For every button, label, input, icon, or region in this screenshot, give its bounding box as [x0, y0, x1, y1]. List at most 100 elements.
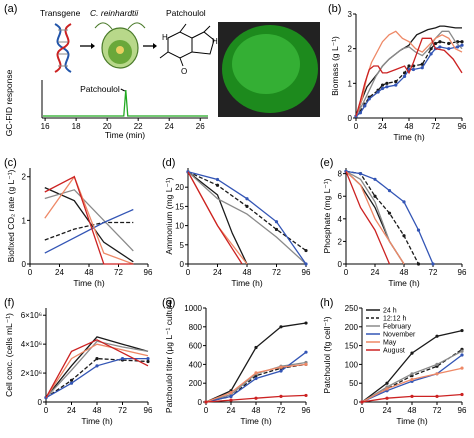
- gc-peak-arrow-icon: [120, 88, 125, 92]
- molecule-h-label-1: H: [162, 33, 168, 42]
- series-line-November: [345, 170, 434, 265]
- panel-g: (g) 0 24 48 72 96 0 200 400 600 800 1000 Time (h) Pat…: [162, 297, 311, 426]
- data-point-November: [274, 220, 279, 224]
- y-tick-label: 3: [348, 10, 353, 19]
- panel-label-b: (b): [328, 3, 341, 15]
- x-tick-label: 24: [213, 268, 222, 277]
- data-point-h1212: [420, 62, 424, 66]
- series-line-August: [44, 175, 134, 265]
- data-point-November: [358, 172, 363, 176]
- y-tick-label: 0: [338, 260, 343, 269]
- data-point-November: [429, 52, 433, 56]
- gc-x-tick-label: 22: [134, 122, 143, 131]
- y-tick-label: 1: [348, 79, 353, 88]
- data-point-h1212: [304, 248, 308, 253]
- data-point-h1212: [274, 227, 279, 232]
- data-point-November: [394, 83, 398, 87]
- data-point-May: [229, 391, 233, 395]
- data-point-August: [435, 394, 439, 398]
- legend-label-February: February: [383, 324, 412, 331]
- y-tick-label: 2×10⁶: [21, 369, 42, 378]
- legend-label-August: August: [383, 348, 405, 355]
- data-point-November: [376, 90, 380, 94]
- data-point-November: [304, 350, 308, 354]
- data-point-November: [95, 364, 99, 368]
- data-point-August: [385, 396, 389, 400]
- y-tick-label: 0: [38, 398, 43, 407]
- series-line-May: [355, 30, 463, 117]
- y-tick-label: 0: [348, 114, 353, 123]
- data-point-November: [367, 97, 371, 101]
- y-axis-label: Cell conc. (cells mL⁻¹): [4, 313, 14, 397]
- series-line-August: [355, 37, 463, 117]
- series-line-August: [345, 171, 391, 265]
- data-point-November: [402, 200, 406, 204]
- y-tick-label: 200: [189, 379, 203, 388]
- x-axis-label: Time (h): [393, 132, 424, 142]
- data-point-May: [460, 366, 464, 370]
- x-tick-label: 96: [458, 268, 467, 277]
- molecule-o-label: O: [181, 67, 187, 76]
- panel-h: (h) 0 24 48 72 96 0 50 100 150 200 250 Time (h) Patch…: [320, 297, 467, 426]
- y-tick-label: 0: [198, 398, 203, 407]
- data-point-August: [254, 396, 258, 400]
- x-tick-label: 24: [67, 406, 76, 415]
- data-point-November: [229, 394, 233, 398]
- arrow-head-icon-2: [153, 43, 157, 49]
- legend-label-h24: 24 h: [383, 308, 397, 315]
- data-point-February: [435, 362, 439, 366]
- data-point-h1212: [438, 40, 442, 44]
- x-tick-label: 96: [302, 406, 311, 415]
- data-point-h1212: [69, 378, 74, 382]
- x-tick-label: 48: [252, 406, 261, 415]
- legend-label-November: November: [383, 332, 416, 339]
- series-line-h24: [355, 25, 462, 117]
- data-point-h24: [410, 351, 414, 355]
- data-point-h24: [279, 325, 283, 329]
- series-line-May: [345, 170, 405, 265]
- data-point-May: [410, 377, 414, 382]
- series-line-May: [44, 175, 134, 265]
- y-tick-label: 200: [345, 323, 359, 332]
- gc-trace: [43, 89, 208, 117]
- data-point-h1212: [460, 40, 464, 44]
- data-point-November: [304, 262, 308, 266]
- x-tick-label: 48: [408, 406, 417, 415]
- x-tick-label: 72: [118, 406, 127, 415]
- data-point-August: [204, 400, 208, 404]
- y-axis-label: Ammonium (mg L⁻¹): [164, 177, 174, 254]
- y-tick-label: 2: [22, 173, 27, 182]
- y-tick-label: 4: [338, 215, 343, 224]
- panel-label-e: (e): [320, 157, 333, 169]
- data-point-February: [460, 349, 464, 353]
- gc-x-tick-label: 18: [72, 122, 81, 131]
- data-point-h1212: [394, 80, 398, 84]
- series-line-h24: [187, 171, 248, 265]
- x-axis-label: Time (h): [240, 416, 271, 426]
- data-point-November: [420, 66, 424, 70]
- data-point-November: [279, 369, 283, 373]
- y-tick-label: 0: [180, 260, 185, 269]
- x-axis-label: Time (h): [396, 416, 427, 426]
- data-point-November: [416, 228, 421, 232]
- gc-y-label: GC-FID response: [4, 69, 14, 136]
- x-tick-label: 24: [371, 268, 380, 277]
- x-tick-label: 72: [114, 268, 123, 277]
- data-point-November: [380, 86, 385, 91]
- x-tick-label: 72: [277, 406, 286, 415]
- y-tick-label: 1000: [184, 304, 202, 313]
- gc-x-tick-label: 16: [41, 122, 50, 131]
- data-point-February: [410, 372, 414, 376]
- data-point-h1212: [385, 81, 389, 85]
- data-point-November: [402, 74, 407, 78]
- y-tick-label: 15: [175, 202, 184, 211]
- patchoulol-molecule-icon: [159, 23, 215, 67]
- organism-label: C. reinhardtii: [90, 8, 139, 18]
- series-line-August: [187, 171, 243, 265]
- x-tick-label: 24: [383, 406, 392, 415]
- y-tick-label: 50: [349, 379, 358, 388]
- x-tick-label: 0: [44, 406, 49, 415]
- x-tick-label: 0: [360, 406, 365, 415]
- data-point-h24: [385, 381, 389, 385]
